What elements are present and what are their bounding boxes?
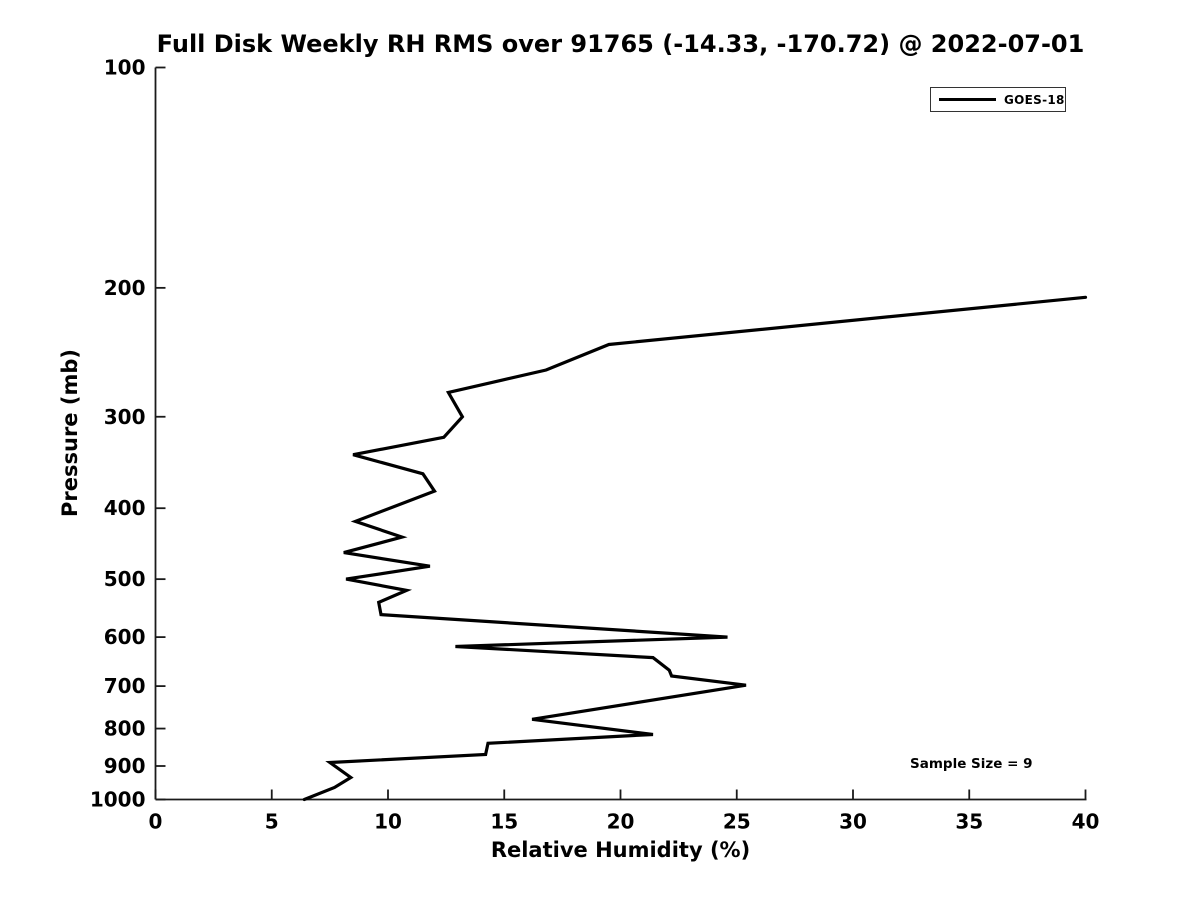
- x-tick-label: 15: [490, 810, 518, 834]
- legend-label: GOES-18: [1004, 92, 1065, 107]
- sample-size-annotation: Sample Size = 9: [910, 756, 1033, 772]
- y-tick-label: 900: [104, 754, 146, 778]
- legend-line-swatch: [939, 97, 996, 102]
- legend: GOES-18: [930, 87, 1066, 112]
- y-tick-label: 800: [104, 717, 146, 741]
- x-tick-label: 20: [607, 810, 635, 834]
- y-tick-label: 1000: [90, 788, 146, 812]
- y-tick-label: 400: [104, 496, 146, 520]
- x-tick-label: 35: [955, 810, 983, 834]
- y-tick-label: 700: [104, 674, 146, 698]
- x-tick-label: 40: [1072, 810, 1100, 834]
- chart-title: Full Disk Weekly RH RMS over 91765 (-14.…: [156, 30, 1085, 58]
- x-tick-label: 30: [839, 810, 867, 834]
- x-tick-label: 25: [723, 810, 751, 834]
- y-tick-label: 200: [104, 276, 146, 300]
- y-tick-label: 300: [104, 405, 146, 429]
- x-axis-label: Relative Humidity (%): [490, 838, 751, 862]
- y-tick-label: 100: [104, 56, 146, 80]
- x-tick-label: 10: [374, 810, 402, 834]
- rh-profile-line-goes-18: [302, 295, 1088, 802]
- x-tick-label: 0: [149, 810, 163, 834]
- y-tick-label: 600: [104, 625, 146, 649]
- x-tick-label: 5: [265, 810, 279, 834]
- y-tick-label: 500: [104, 567, 146, 591]
